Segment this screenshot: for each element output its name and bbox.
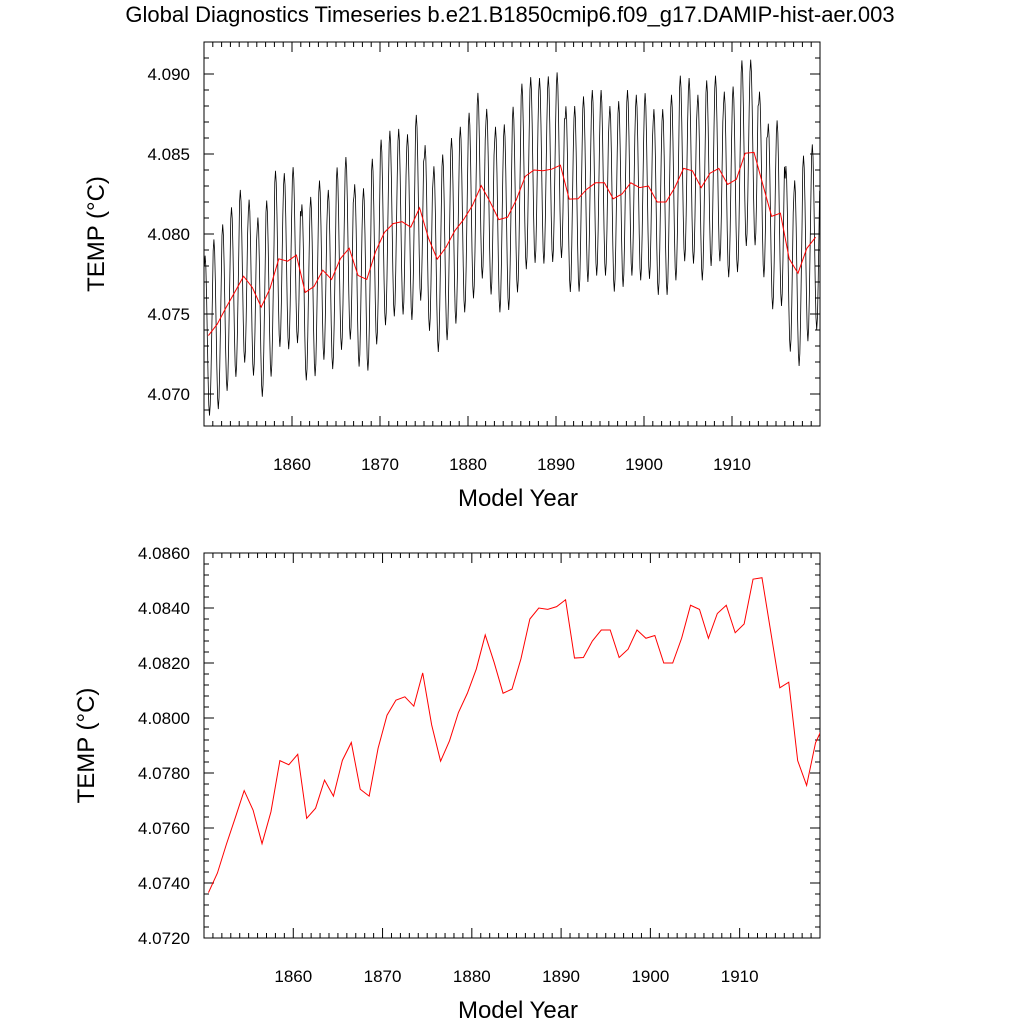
- x-axis-title: Model Year: [458, 485, 578, 512]
- x-tick-label: 1880: [453, 967, 491, 986]
- y-tick-label: 4.0800: [138, 709, 190, 728]
- x-tick-label: 1870: [361, 455, 399, 474]
- top-panel: 1860 1870 1880 1890 1900 1910 4.070 4.075 4.080 4…: [83, 41, 821, 512]
- x-tick-label: 1900: [625, 455, 663, 474]
- chart-title: Global Diagnostics Timeseries b.e21.B185…: [125, 2, 894, 27]
- annual-series-line: [208, 577, 820, 893]
- annual-series-line: [208, 151, 816, 336]
- x-tick-label: 1910: [721, 967, 759, 986]
- bottom-panel: 1860 1870 1880 1890 1900 1910 4.0720 4.0740 4.07…: [73, 544, 821, 1024]
- x-tick-label: 1890: [542, 967, 580, 986]
- y-tick-label: 4.0840: [138, 599, 190, 618]
- x-tick-label: 1890: [537, 455, 575, 474]
- x-tick-label: 1870: [364, 967, 402, 986]
- y-tick-label: 4.080: [147, 225, 190, 244]
- series-group: [204, 59, 820, 416]
- y-tick-label: 4.0760: [138, 819, 190, 838]
- x-tick-label: 1880: [449, 455, 487, 474]
- plot-frame: [203, 552, 821, 939]
- y-tick-label: 4.0740: [138, 874, 190, 893]
- y-tick-label: 4.0860: [138, 544, 190, 563]
- x-tick-label: 1900: [631, 967, 669, 986]
- y-axis-title: TEMP (°C): [73, 688, 100, 804]
- x-tick-label: 1910: [713, 455, 751, 474]
- y-tick-label: 4.0820: [138, 654, 190, 673]
- y-axis-title: TEMP (°C): [83, 176, 110, 292]
- x-tick-label: 1860: [274, 967, 312, 986]
- y-tick-label: 4.0780: [138, 764, 190, 783]
- y-tick-label: 4.070: [147, 385, 190, 404]
- x-tick-label: 1860: [273, 455, 311, 474]
- y-tick-label: 4.0720: [138, 929, 190, 948]
- x-axis-title: Model Year: [458, 997, 578, 1024]
- y-tick-label: 4.075: [147, 305, 190, 324]
- series-group: [208, 577, 820, 893]
- monthly-series-line: [204, 59, 820, 416]
- y-tick-label: 4.090: [147, 65, 190, 84]
- y-tick-label: 4.085: [147, 145, 190, 164]
